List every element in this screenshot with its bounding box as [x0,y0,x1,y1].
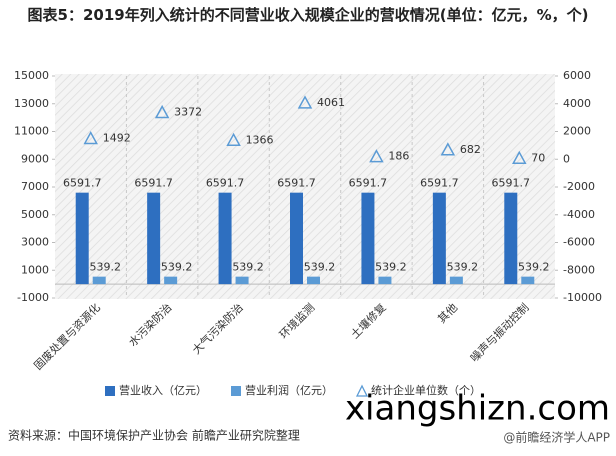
credit: @前瞻经济学人APP [503,430,610,445]
x-tick-label: 水污染防治 [126,300,175,349]
data-label: 1366 [246,133,274,146]
legend-swatch [355,384,369,397]
y2-tick-label: -2000 [563,180,595,193]
data-label: 539.2 [375,261,407,274]
y2-tick-label: 4000 [563,97,591,110]
legend-label: 统计企业单位数（个） [371,383,481,397]
y-tick-label: 11000 [14,125,49,138]
legend-label: 营业利润（亿元） [245,383,333,397]
marker [440,142,456,156]
data-label: 539.2 [89,261,121,274]
chart-title: 图表5：2019年列入统计的不同营业收入规模企业的营收情况(单位：亿元，%，个) [27,6,589,24]
legend-label: 营业收入（亿元） [119,383,207,397]
legend-swatch [231,386,241,396]
y-tick-label: 7000 [21,180,49,193]
x-tick-label: 噪声与振动控制 [467,300,531,364]
bar [378,276,392,285]
y2-tick-label: -10000 [563,291,602,304]
data-label: 70 [531,151,545,164]
marker [369,149,384,163]
bar [290,192,303,285]
data-label: 539.2 [304,261,336,274]
bar [361,192,375,285]
marker [512,150,527,165]
y-tick-label: 9000 [21,152,49,165]
bar [75,192,89,285]
y2-tick-label: -4000 [563,208,595,221]
bar [504,192,518,285]
y-tick-label: 13000 [14,97,49,110]
marker [226,132,241,147]
bar [449,276,463,285]
marker [297,95,313,109]
data-label: 6591.7 [349,177,388,190]
data-label: 6591.7 [134,177,173,190]
legend-swatch [105,386,115,396]
bar [235,276,249,285]
marker [154,104,170,119]
data-label: 539.2 [518,261,550,274]
data-label: 6591.7 [63,177,102,190]
y-tick-label: 1000 [21,263,49,276]
source: 资料来源：中国环境保护产业协会 前瞻产业研究院整理 [8,428,300,443]
x-tick-label: 其他 [435,301,460,326]
data-label: 4061 [317,96,345,109]
plot-background [55,74,555,299]
bar [147,192,161,285]
x-tick-label: 大气污染防治 [189,300,246,357]
data-label: 6591.7 [277,177,316,190]
data-label: 539.2 [447,261,479,274]
data-label: 6591.7 [420,177,459,190]
data-label: 682 [460,143,481,156]
marker [83,130,98,145]
bar [164,276,178,285]
y-tick-label: 5000 [21,208,49,221]
data-label: 1492 [103,132,131,145]
data-label: 6591.7 [492,177,531,190]
bar [92,276,106,285]
x-tick-label: 环境监测 [276,300,317,341]
data-label: 186 [388,150,409,163]
y-tick-label: 15000 [14,69,49,82]
y2-tick-label: 6000 [563,69,591,82]
bar [218,192,232,285]
x-tick-label: 土壤修复 [348,300,389,341]
bar [432,192,446,285]
x-tick-label: 固废处置与资源化 [31,300,103,372]
y2-tick-label: 2000 [563,125,591,138]
y-tick-label: -1000 [17,291,49,304]
bar [521,276,535,285]
y-tick-label: 3000 [21,236,49,249]
y2-tick-label: -6000 [563,236,595,249]
data-label: 3372 [174,105,202,118]
y2-tick-label: 0 [563,152,570,165]
bar [307,276,320,285]
y2-tick-label: -8000 [563,263,595,276]
data-label: 539.2 [232,261,264,274]
data-label: 539.2 [161,261,193,274]
watermark: xiangshizn.com [345,389,610,429]
data-label: 6591.7 [206,177,245,190]
